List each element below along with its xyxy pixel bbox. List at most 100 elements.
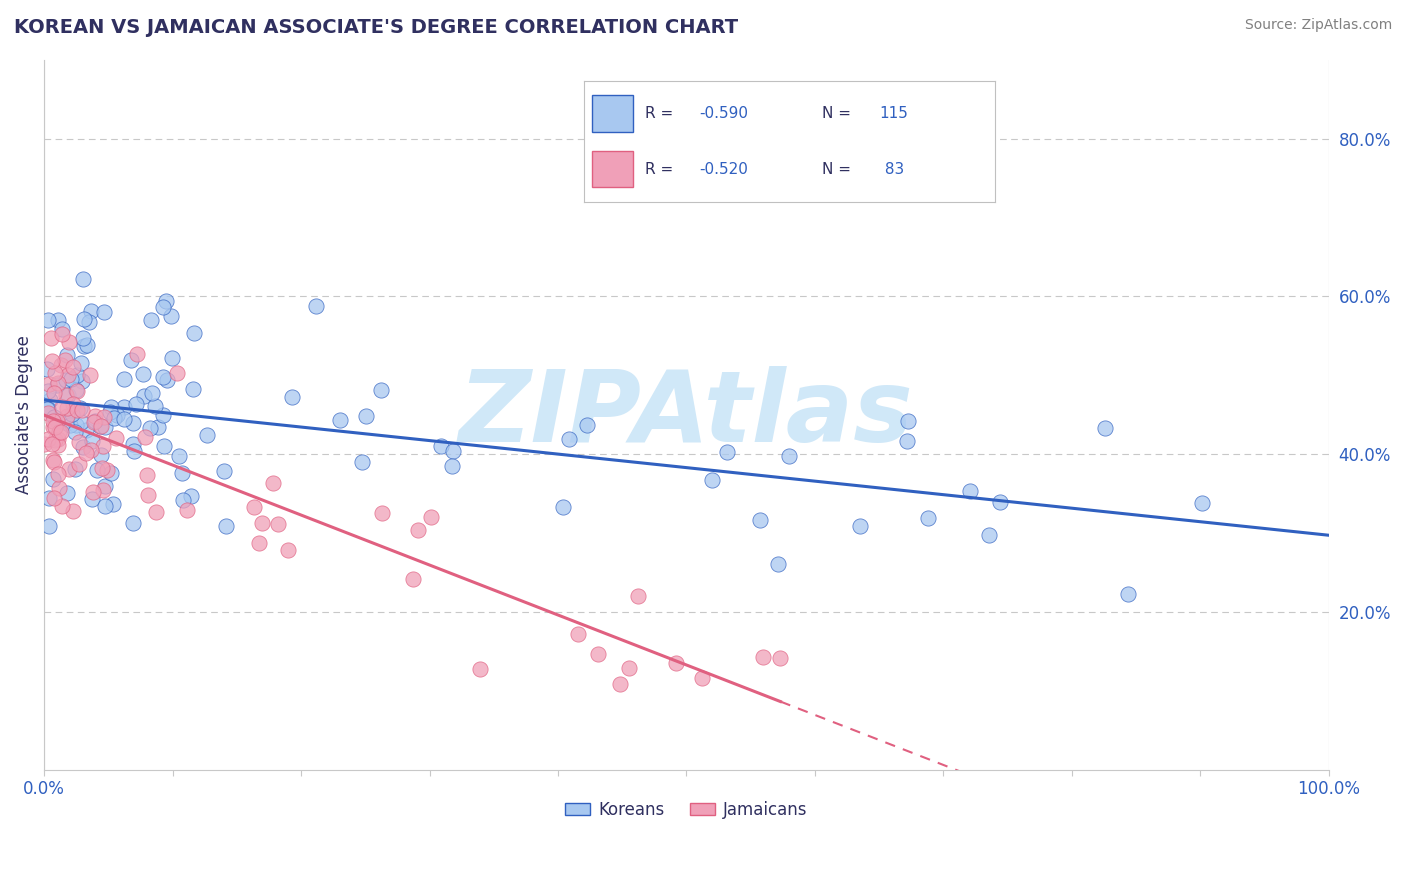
Point <box>66 384 89 399</box>
Point <box>65 425 87 439</box>
Point <box>197 427 219 442</box>
Point <box>143 399 166 413</box>
Point <box>70 356 93 370</box>
Point <box>65 383 87 397</box>
Point <box>280 390 302 404</box>
Point <box>42 455 65 469</box>
Point <box>80 491 103 506</box>
Point <box>46 467 69 482</box>
Point <box>44 420 66 434</box>
Point <box>91 439 114 453</box>
Point <box>42 452 65 467</box>
Point <box>183 326 205 341</box>
Point <box>176 503 198 517</box>
Point <box>56 348 79 362</box>
Point <box>558 432 581 446</box>
Point <box>44 366 66 380</box>
Point <box>370 384 392 398</box>
Point <box>959 483 981 498</box>
Point <box>90 419 112 434</box>
Point <box>51 322 73 336</box>
Point <box>152 409 174 423</box>
Point <box>575 417 598 432</box>
Point <box>243 500 266 515</box>
Point <box>112 372 135 386</box>
Legend: Koreans, Jamaicans: Koreans, Jamaicans <box>558 794 814 826</box>
Point <box>429 439 451 453</box>
Point <box>172 466 194 480</box>
Point <box>70 415 93 429</box>
Point <box>70 374 93 388</box>
Point <box>172 492 194 507</box>
Point <box>84 409 107 423</box>
Point <box>212 464 235 478</box>
Point <box>93 410 115 425</box>
Point <box>769 651 792 665</box>
Point <box>37 361 59 376</box>
Point <box>262 475 284 490</box>
Point <box>82 484 104 499</box>
Point <box>41 331 63 345</box>
Point <box>990 495 1012 509</box>
Point <box>749 513 772 527</box>
Point <box>138 421 160 435</box>
Point <box>55 416 77 430</box>
Point <box>58 334 80 349</box>
Point <box>80 443 103 458</box>
Point <box>37 384 59 398</box>
Point <box>72 331 94 345</box>
Point <box>169 450 191 464</box>
Text: Source: ZipAtlas.com: Source: ZipAtlas.com <box>1244 18 1392 32</box>
Point <box>156 373 179 387</box>
Point <box>48 481 70 495</box>
Point <box>69 401 91 416</box>
Point <box>105 408 128 422</box>
Point <box>702 473 724 487</box>
Point <box>72 272 94 286</box>
Point <box>84 414 107 428</box>
Point <box>91 460 114 475</box>
Point <box>470 662 492 676</box>
Point <box>132 389 155 403</box>
Point <box>103 410 125 425</box>
Point <box>716 445 738 459</box>
Point <box>38 491 60 505</box>
Point <box>51 401 73 415</box>
Point <box>609 677 631 691</box>
Point <box>896 434 918 449</box>
Point <box>51 499 73 513</box>
Point <box>181 382 204 396</box>
Point <box>65 418 87 433</box>
Point <box>897 414 920 428</box>
Point <box>159 309 181 323</box>
Point <box>180 490 202 504</box>
Point <box>93 305 115 319</box>
Y-axis label: Associate's Degree: Associate's Degree <box>15 335 32 494</box>
Point <box>60 407 83 421</box>
Point <box>105 431 128 445</box>
Point <box>305 299 328 313</box>
Text: KOREAN VS JAMAICAN ASSOCIATE'S DEGREE CORRELATION CHART: KOREAN VS JAMAICAN ASSOCIATE'S DEGREE CO… <box>14 18 738 37</box>
Point <box>145 505 167 519</box>
Point <box>125 397 148 411</box>
Point <box>76 337 98 351</box>
Point <box>329 412 352 426</box>
Point <box>32 437 55 451</box>
Point <box>120 352 142 367</box>
Point <box>96 463 118 477</box>
Point <box>136 488 159 502</box>
Point <box>42 385 65 400</box>
Point <box>215 518 238 533</box>
Point <box>586 647 609 661</box>
Point <box>627 589 650 603</box>
Point <box>75 423 97 437</box>
Point <box>371 506 394 520</box>
Point <box>51 425 73 439</box>
Point <box>62 359 84 374</box>
Point <box>665 656 688 670</box>
Point <box>53 353 76 368</box>
Point <box>89 419 111 434</box>
Point <box>136 467 159 482</box>
Point <box>41 436 63 450</box>
Point <box>977 527 1000 541</box>
